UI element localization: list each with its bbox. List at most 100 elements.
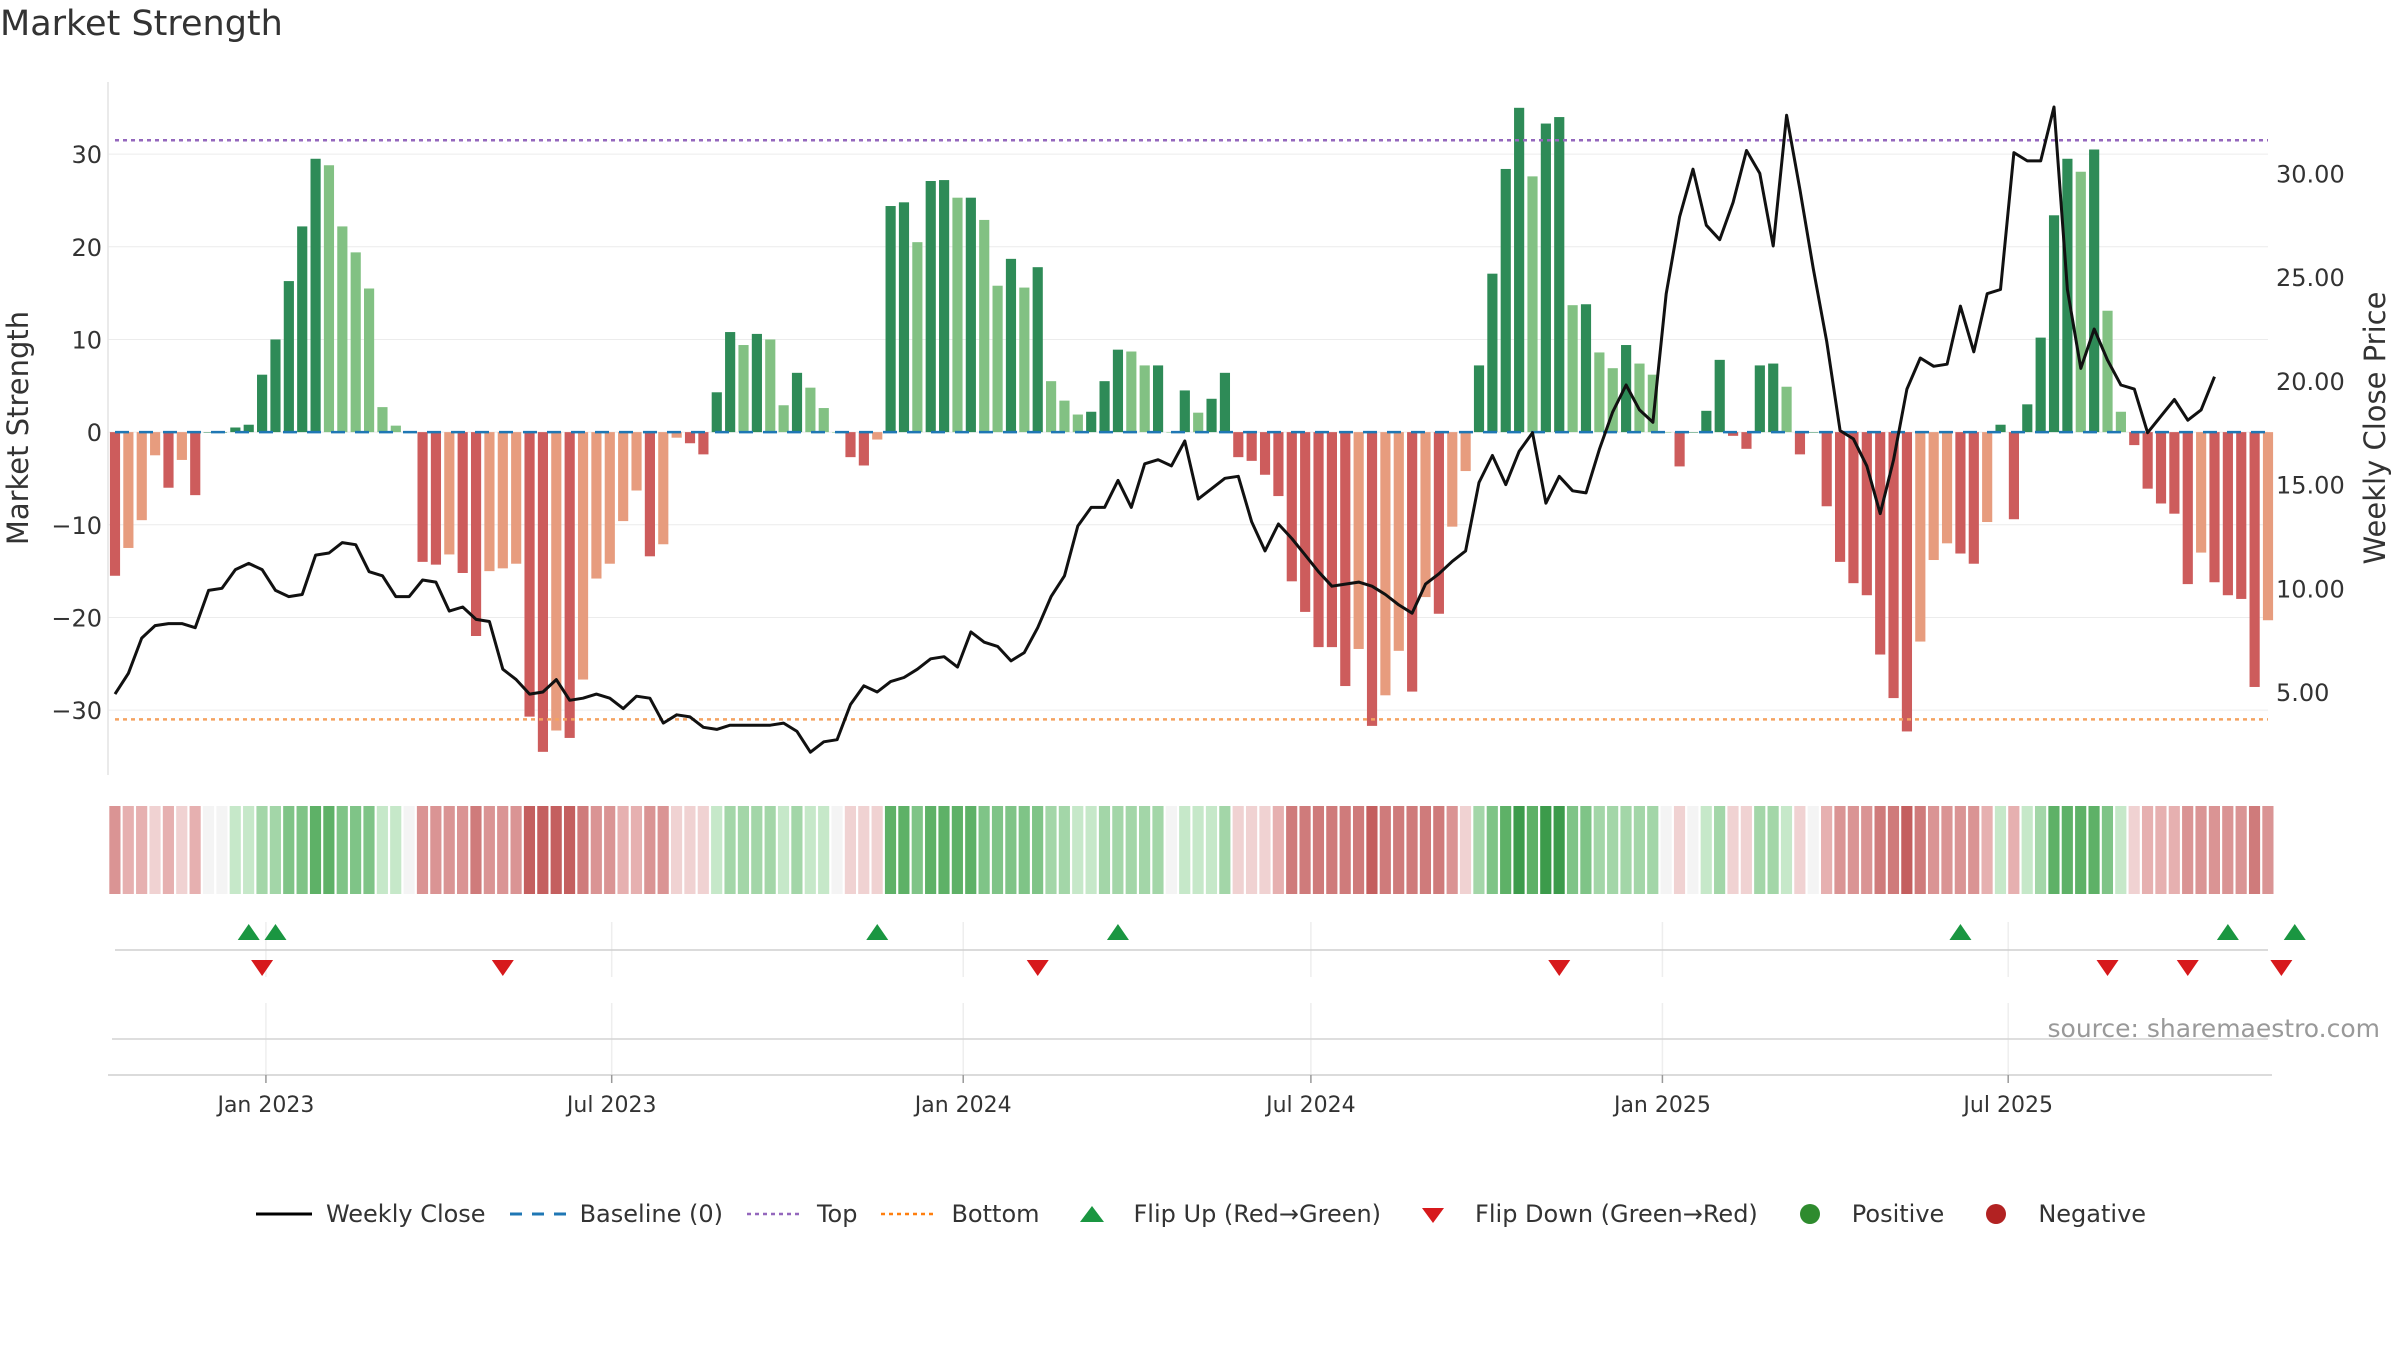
strength-bar <box>1848 432 1859 584</box>
heat-cell <box>751 806 763 894</box>
strength-bar <box>765 339 776 433</box>
heat-cell <box>1192 806 1204 894</box>
strength-bar <box>497 432 508 569</box>
heat-cell <box>938 806 950 894</box>
heat-cell <box>2061 806 2073 894</box>
strength-bar <box>1808 432 1819 433</box>
strength-bar <box>1326 432 1337 648</box>
heat-cell <box>724 806 736 894</box>
strength-bar <box>1393 432 1404 651</box>
strength-bar <box>1701 410 1712 433</box>
heat-cell <box>443 806 455 894</box>
strength-bar <box>457 432 468 573</box>
legend-symbol-icon <box>881 1212 938 1216</box>
legend-label: Positive <box>1851 1200 1945 1228</box>
heat-cell <box>1286 806 1298 894</box>
strength-bar <box>965 197 976 433</box>
strength-bar <box>1901 432 1913 732</box>
strength-bar <box>1273 432 1284 497</box>
legend-item: Flip Down (Green→Red) <box>1403 1200 1758 1228</box>
y2-tick-label: 10.00 <box>2276 575 2345 603</box>
strength-bar <box>470 432 482 636</box>
strength-bar <box>1500 168 1511 433</box>
heat-cell <box>1620 806 1632 894</box>
strength-bar <box>791 372 803 433</box>
strength-bar <box>818 408 829 433</box>
heat-cell <box>1058 806 1070 894</box>
strength-bar <box>1233 432 1244 458</box>
strength-bar <box>885 206 896 433</box>
heat-cell <box>1419 806 1432 894</box>
heat-cell <box>1112 806 1124 894</box>
heat-cell <box>1005 806 1017 894</box>
heat-cell <box>1232 806 1244 894</box>
heat-cell <box>1780 806 1793 894</box>
strength-bar <box>297 226 308 433</box>
strength-bar <box>2129 432 2140 446</box>
strength-bar <box>2022 404 2033 433</box>
strength-bar <box>1928 432 1939 561</box>
strength-bar <box>1447 432 1458 527</box>
strength-bar <box>1380 432 1391 696</box>
legend-item: Flip Up (Red→Green) <box>1062 1200 1381 1228</box>
legend-symbol-icon <box>1986 1204 2007 1224</box>
legend-item: Bottom <box>879 1200 1040 1228</box>
heat-cell <box>1406 806 1418 894</box>
strength-bar <box>698 432 709 455</box>
strength-bar <box>1246 432 1257 461</box>
heat-cell <box>2088 806 2100 894</box>
strength-bar <box>684 432 696 444</box>
heat-cell <box>1580 806 1592 894</box>
heat-cell <box>256 806 268 894</box>
y-tick-label: 0 <box>87 419 102 447</box>
heat-cell <box>1874 806 1886 894</box>
strength-bar <box>2249 432 2260 687</box>
heat-cell <box>176 806 188 894</box>
strength-bar <box>1473 365 1485 433</box>
heat-cell <box>884 806 897 894</box>
heat-cell <box>189 806 201 894</box>
heat-cell <box>1205 806 1218 894</box>
strength-bar <box>1781 386 1792 433</box>
strength-bar <box>1086 411 1097 433</box>
strength-bar <box>725 332 736 433</box>
y-tick-label: −30 <box>51 697 102 725</box>
strength-bar <box>912 242 923 433</box>
y-axis-label: Market Strength <box>1 311 35 545</box>
strength-bar <box>109 432 121 576</box>
strength-bar <box>2142 432 2153 489</box>
strength-bar <box>390 425 401 433</box>
heat-cell <box>991 806 1004 894</box>
heat-cell <box>1072 806 1084 894</box>
strength-bar <box>1982 432 1993 523</box>
heat-cell <box>162 806 174 894</box>
source-note: source: sharemaestro.com <box>2047 1014 2381 1043</box>
heat-cell <box>1032 806 1044 894</box>
legend-circle-icon <box>1799 1204 1820 1224</box>
strength-bar <box>1674 432 1685 467</box>
strength-bar <box>1580 304 1592 433</box>
heat-cell <box>1727 806 1739 894</box>
strength-bar <box>511 432 522 564</box>
heat-cell <box>2222 806 2234 894</box>
heat-cell <box>2235 806 2247 894</box>
x-tick-label: Jul 2024 <box>1264 1093 1356 1118</box>
flip-down-marker <box>1548 960 1571 976</box>
y2-tick-label: 15.00 <box>2276 472 2345 500</box>
heat-cell <box>764 806 776 894</box>
heat-cell <box>1085 806 1097 894</box>
heat-cell <box>1473 806 1485 894</box>
legend-triangle-up-icon <box>1079 1206 1104 1222</box>
heat-cell <box>844 806 856 894</box>
strength-bar <box>1126 351 1137 433</box>
strength-bar <box>1300 432 1311 612</box>
strength-bar <box>1152 365 1164 433</box>
heat-cell <box>283 806 295 894</box>
strength-bar <box>123 432 134 548</box>
strength-bar <box>1995 424 2006 433</box>
x-tick-label: Jan 2025 <box>1612 1093 1711 1118</box>
heat-cell <box>390 806 402 894</box>
heat-cell <box>858 806 870 894</box>
heat-cell <box>577 806 589 894</box>
